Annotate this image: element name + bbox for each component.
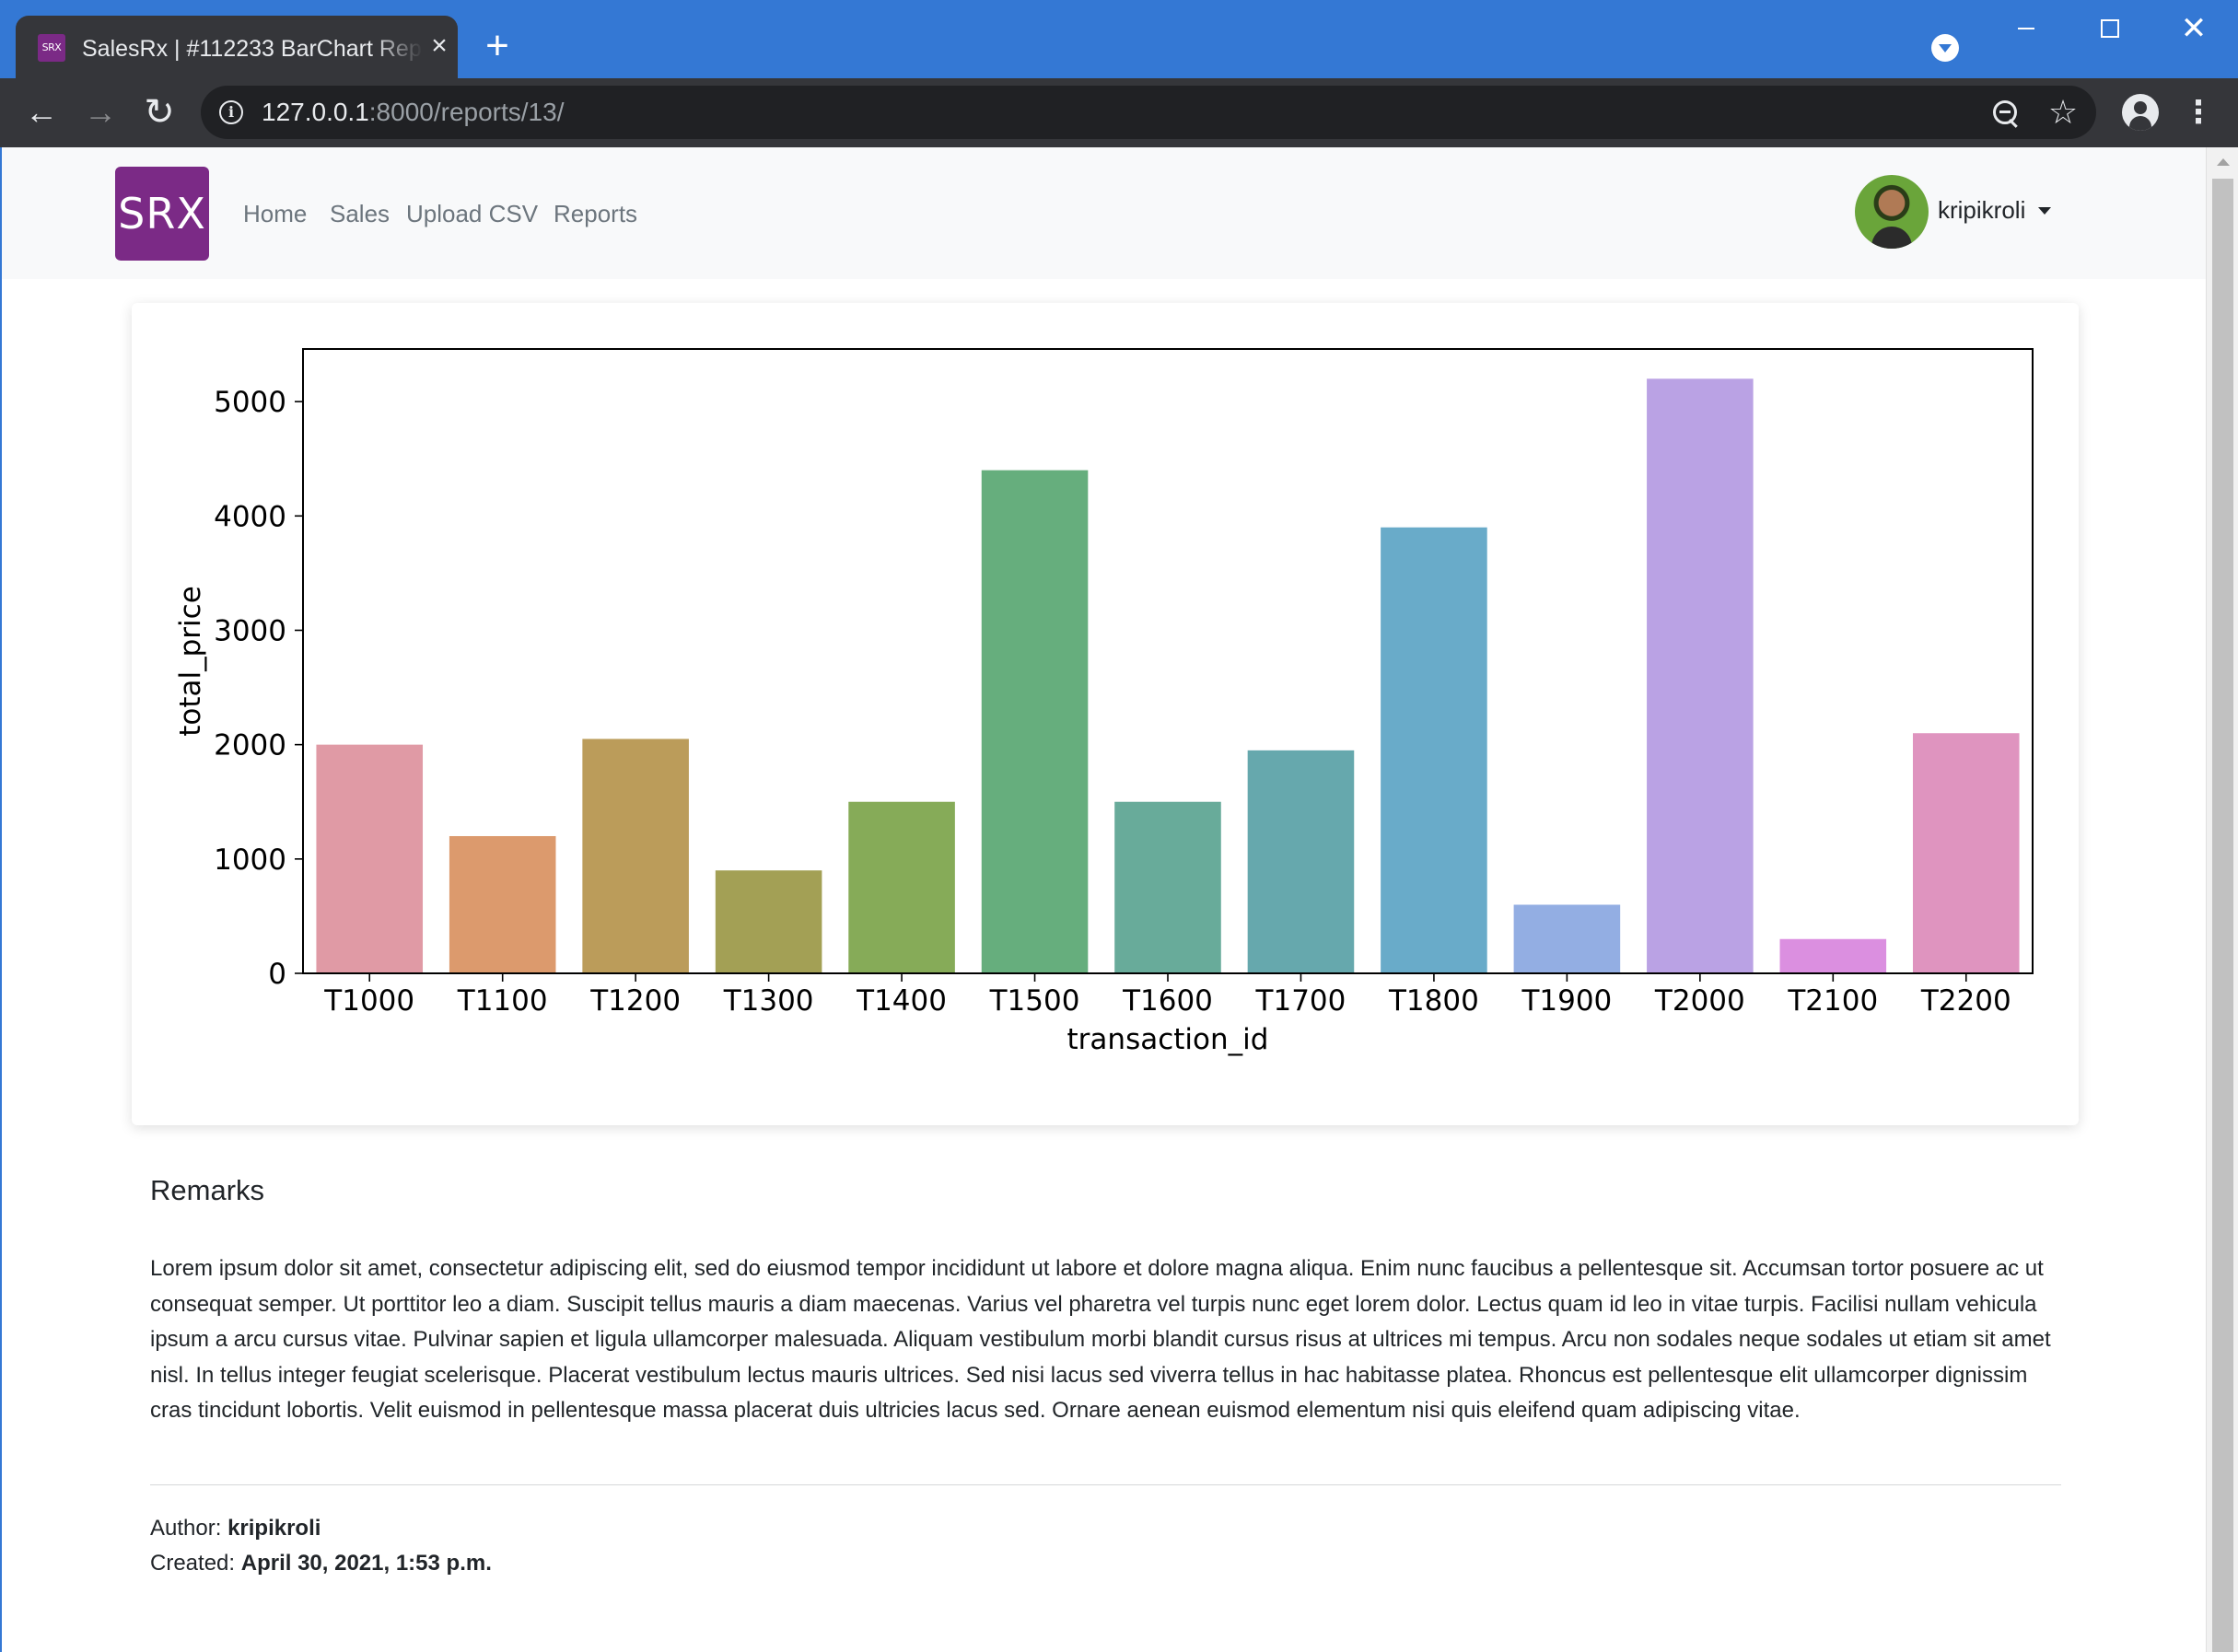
created-line: Created: April 30, 2021, 1:53 p.m.	[150, 1546, 492, 1581]
user-menu-name[interactable]: kripikroli	[1938, 196, 2026, 224]
created-date: April 30, 2021, 1:53 p.m.	[240, 1551, 492, 1576]
nav-link-home[interactable]: Home	[243, 200, 308, 227]
tab-search-icon[interactable]	[1931, 34, 1959, 62]
user-avatar[interactable]	[1855, 175, 1929, 249]
remarks-body: Lorem ipsum dolor sit amet, consectetur …	[150, 1256, 2051, 1423]
window-maximize-icon[interactable]	[2081, 11, 2137, 46]
y-tick-label: 3000	[214, 614, 286, 647]
brand-logo[interactable]: SRX	[115, 167, 209, 261]
reload-icon[interactable]: ↻	[144, 92, 175, 133]
url-host: 127.0.0.1	[262, 98, 369, 126]
tab-title: SalesRx | #112233 BarChart Report	[82, 36, 423, 62]
back-arrow-icon[interactable]: ←	[25, 93, 58, 131]
window-minimize-icon[interactable]	[1999, 11, 2054, 46]
y-axis-label: total_price	[174, 586, 207, 737]
chart-bar	[1912, 733, 2020, 973]
zoom-icon[interactable]	[1991, 99, 2019, 126]
tab-favicon-icon: SRX	[38, 34, 65, 62]
chart-bar	[1779, 938, 1887, 973]
nav-link-sales[interactable]: Sales	[330, 200, 390, 227]
remarks-heading: Remarks	[150, 1174, 265, 1206]
forward-arrow-icon[interactable]: →	[84, 93, 117, 131]
chart-card: T1000 T1100 T1200 T1300 T1400 T1500 T1600 T1700…	[132, 303, 2079, 1125]
chart-bar	[1247, 750, 1355, 973]
x-axis-label: transaction_id	[1067, 1023, 1269, 1056]
account-icon[interactable]	[2122, 94, 2159, 131]
browser-toolbar: ← → ↻ i 127.0.0.1:8000/reports/13/ ☆ ⋮	[0, 78, 2238, 147]
x-tick-label: T1700	[1255, 984, 1346, 1018]
chevron-down-icon[interactable]	[2038, 207, 2051, 215]
plot-frame	[302, 348, 2034, 974]
chart-bar	[1381, 527, 1487, 973]
y-tick-label: 4000	[214, 500, 286, 533]
x-tick-label: T1300	[723, 984, 814, 1018]
x-tick-label: T2000	[1654, 984, 1745, 1018]
chart-bar	[1513, 904, 1621, 973]
y-tick-label: 2000	[214, 729, 286, 762]
url-path: :8000/reports/13/	[368, 98, 565, 126]
author-line: Author: kripikroli	[150, 1511, 321, 1546]
address-bar[interactable]: i 127.0.0.1:8000/reports/13/ ☆	[201, 86, 2096, 139]
y-tick-label: 1000	[214, 843, 286, 877]
chart-bar	[316, 744, 424, 973]
scroll-up-icon[interactable]	[2217, 158, 2230, 166]
browser-menu-icon[interactable]: ⋮	[2183, 95, 2214, 130]
url-text[interactable]: 127.0.0.1:8000/reports/13/	[262, 95, 564, 130]
nav-link-upload-csv[interactable]: Upload CSV	[406, 200, 539, 227]
nav-link-reports[interactable]: Reports	[554, 200, 638, 227]
site-navbar: SRX Home Sales Upload CSV Reports kripik…	[2, 147, 2206, 279]
x-tick-label: T1500	[989, 984, 1080, 1018]
chart-bar	[981, 470, 1089, 974]
chart-bar	[848, 801, 955, 973]
x-tick-label: T1400	[856, 984, 947, 1018]
divider	[150, 1484, 2061, 1485]
x-tick-label: T2200	[1920, 984, 2011, 1018]
chart-bar	[1114, 801, 1221, 973]
chart-bar	[1647, 378, 1754, 973]
browser-tab[interactable]: SRX SalesRx | #112233 BarChart Report ×	[16, 16, 458, 78]
x-tick-label: T1900	[1521, 984, 1612, 1018]
x-tick-label: T1600	[1122, 984, 1213, 1018]
window-close-icon[interactable]: ✕	[2180, 11, 2208, 46]
bar-chart: T1000 T1100 T1200 T1300 T1400 T1500 T1600 T1700…	[174, 348, 2034, 1056]
tab-close-icon[interactable]: ×	[431, 30, 448, 61]
site-info-icon[interactable]: i	[219, 100, 243, 124]
bookmark-star-icon[interactable]: ☆	[2047, 93, 2079, 131]
x-tick-label: T1800	[1388, 984, 1479, 1018]
chart-bar	[582, 739, 689, 973]
scrollbar-thumb[interactable]	[2212, 179, 2233, 1652]
y-tick-label: 0	[268, 958, 286, 991]
chart-bar	[715, 870, 822, 973]
chart-bar	[449, 835, 556, 973]
page-scrollbar[interactable]	[2206, 147, 2238, 1652]
x-tick-label: T1100	[457, 984, 548, 1018]
author-label: Author:	[150, 1516, 222, 1541]
x-tick-label: T1000	[323, 984, 414, 1018]
new-tab-icon[interactable]: +	[485, 23, 509, 68]
browser-titlebar: SRX SalesRx | #112233 BarChart Report × …	[0, 0, 2238, 78]
x-tick-label: T2100	[1787, 984, 1878, 1018]
created-label: Created:	[150, 1551, 236, 1576]
x-tick-label: T1200	[589, 984, 681, 1018]
page-viewport: SRX Home Sales Upload CSV Reports kripik…	[0, 147, 2206, 1652]
y-tick-label: 5000	[214, 386, 286, 419]
author-name: kripikroli	[227, 1516, 321, 1541]
